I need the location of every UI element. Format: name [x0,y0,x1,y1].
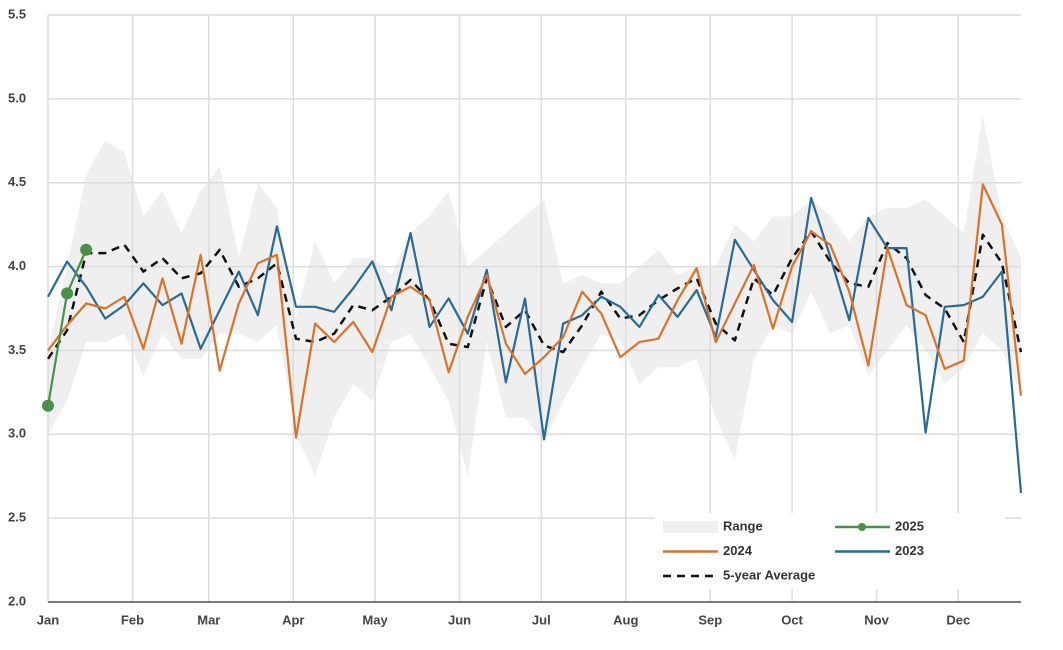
y-tick-label: 4.5 [8,174,26,189]
legend-label: Range [723,518,763,533]
x-tick-label: Jan [37,612,59,627]
legend-swatch [663,521,718,533]
legend-label: 5-year Average [723,567,815,582]
y-tick-label: 5.5 [8,6,26,21]
y-tick-label: 4.0 [8,258,26,273]
x-tick-label: Jul [532,612,551,627]
y-tick-label: 2.5 [8,510,26,525]
series-line [46,230,1023,360]
x-tick-label: Mar [197,612,220,627]
y-tick-label: 5.0 [8,90,26,105]
x-tick-label: May [362,612,388,627]
y-tick-label: 3.0 [8,426,26,441]
series-marker [61,287,74,300]
series-marker [80,243,93,256]
x-tick-label: Apr [282,612,304,627]
x-tick-label: Nov [864,612,889,627]
x-tick-label: Aug [613,612,638,627]
legend-label: 2024 [723,543,753,558]
range-band [48,115,1021,477]
legend-marker [858,523,866,531]
y-tick-label: 3.5 [8,342,26,357]
x-tick-label: Sep [698,612,722,627]
series-line [47,196,1023,494]
y-tick-label: 2.0 [8,593,26,608]
series-marker [42,399,54,412]
x-tick-label: Oct [781,612,803,627]
x-tick-label: Dec [946,612,970,627]
legend-label: 2025 [895,518,924,533]
x-tick-label: Feb [121,612,144,627]
x-tick-label: Jun [448,612,471,627]
legend-label: 2023 [895,543,924,558]
series-line [47,183,1023,439]
